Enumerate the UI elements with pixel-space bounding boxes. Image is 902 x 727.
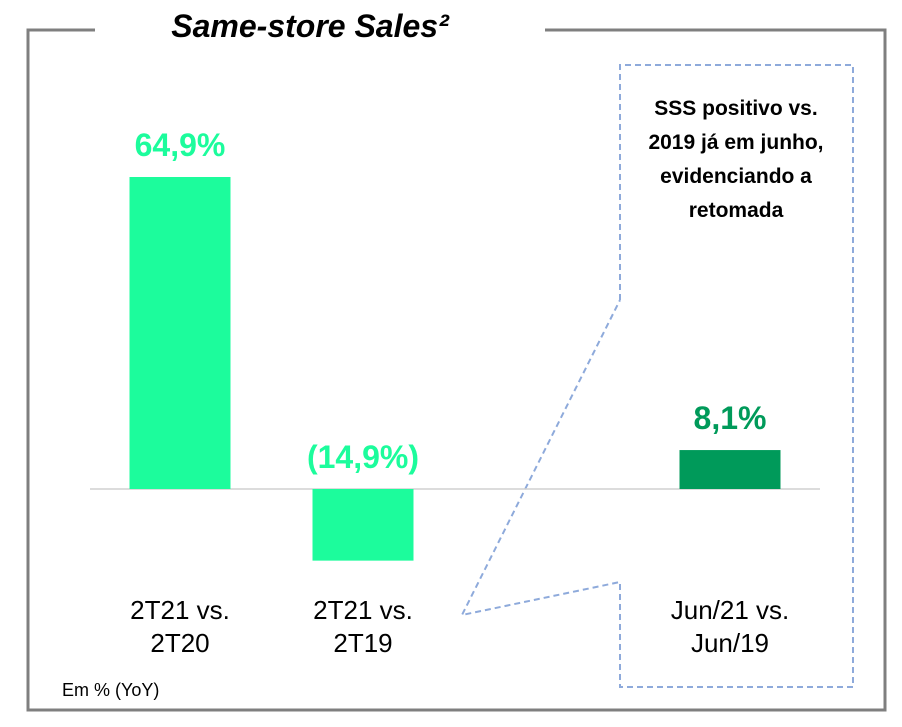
chart-title: Same-store Sales² bbox=[171, 8, 449, 44]
frame bbox=[26, 28, 887, 712]
bar bbox=[679, 450, 781, 489]
note: Em % (YoY) bbox=[62, 680, 160, 700]
x-tick-label: 2T21 vs. 2T20 bbox=[130, 595, 230, 658]
value-label: 8,1% bbox=[693, 400, 767, 437]
bar bbox=[129, 177, 231, 489]
callout bbox=[460, 64, 854, 688]
x-tick-label: 2T21 vs. 2T19 bbox=[313, 595, 413, 658]
bar bbox=[312, 489, 414, 561]
annotation: SSS positivo vs. 2019 já em junho, evide… bbox=[648, 97, 824, 222]
value-label: 64,9% bbox=[134, 127, 226, 163]
x-tick-label: Jun/21 vs. Jun/19 bbox=[670, 595, 790, 658]
value-label: (14,9%) bbox=[306, 439, 420, 475]
